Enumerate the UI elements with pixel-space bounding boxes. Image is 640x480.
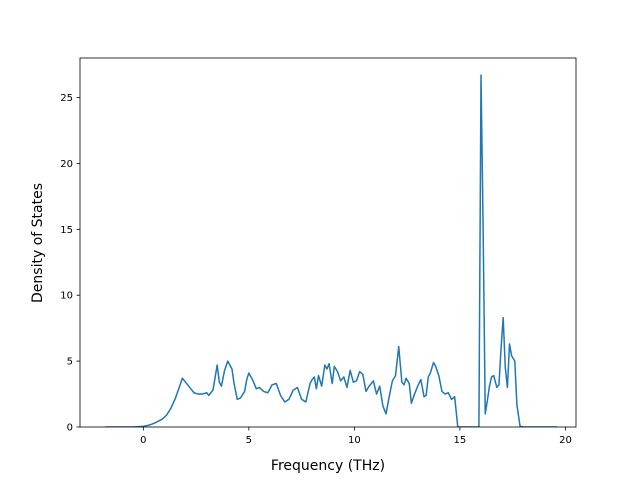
x-axis: 0 5 10 15 20 <box>140 427 572 446</box>
y-tick-label: 5 <box>67 357 73 368</box>
y-tick-label: 0 <box>67 423 73 434</box>
x-tick-label: 20 <box>559 435 572 446</box>
x-tick-label: 5 <box>246 435 252 446</box>
x-tick-label: 10 <box>348 435 361 446</box>
x-tick-label: 0 <box>140 435 146 446</box>
plot-area <box>79 57 577 428</box>
y-axis: 0 5 10 15 20 25 <box>60 93 80 434</box>
y-tick-label: 10 <box>60 291 73 302</box>
series-line-0 <box>105 74 557 427</box>
plot-frame <box>79 57 577 428</box>
y-tick-label: 25 <box>60 93 73 104</box>
y-tick-label: 20 <box>60 159 73 170</box>
x-axis-label: Frequency (THz) <box>271 458 385 474</box>
x-tick-label: 15 <box>454 435 467 446</box>
y-axis-label: Density of States <box>30 183 46 303</box>
y-tick-label: 15 <box>60 225 73 236</box>
